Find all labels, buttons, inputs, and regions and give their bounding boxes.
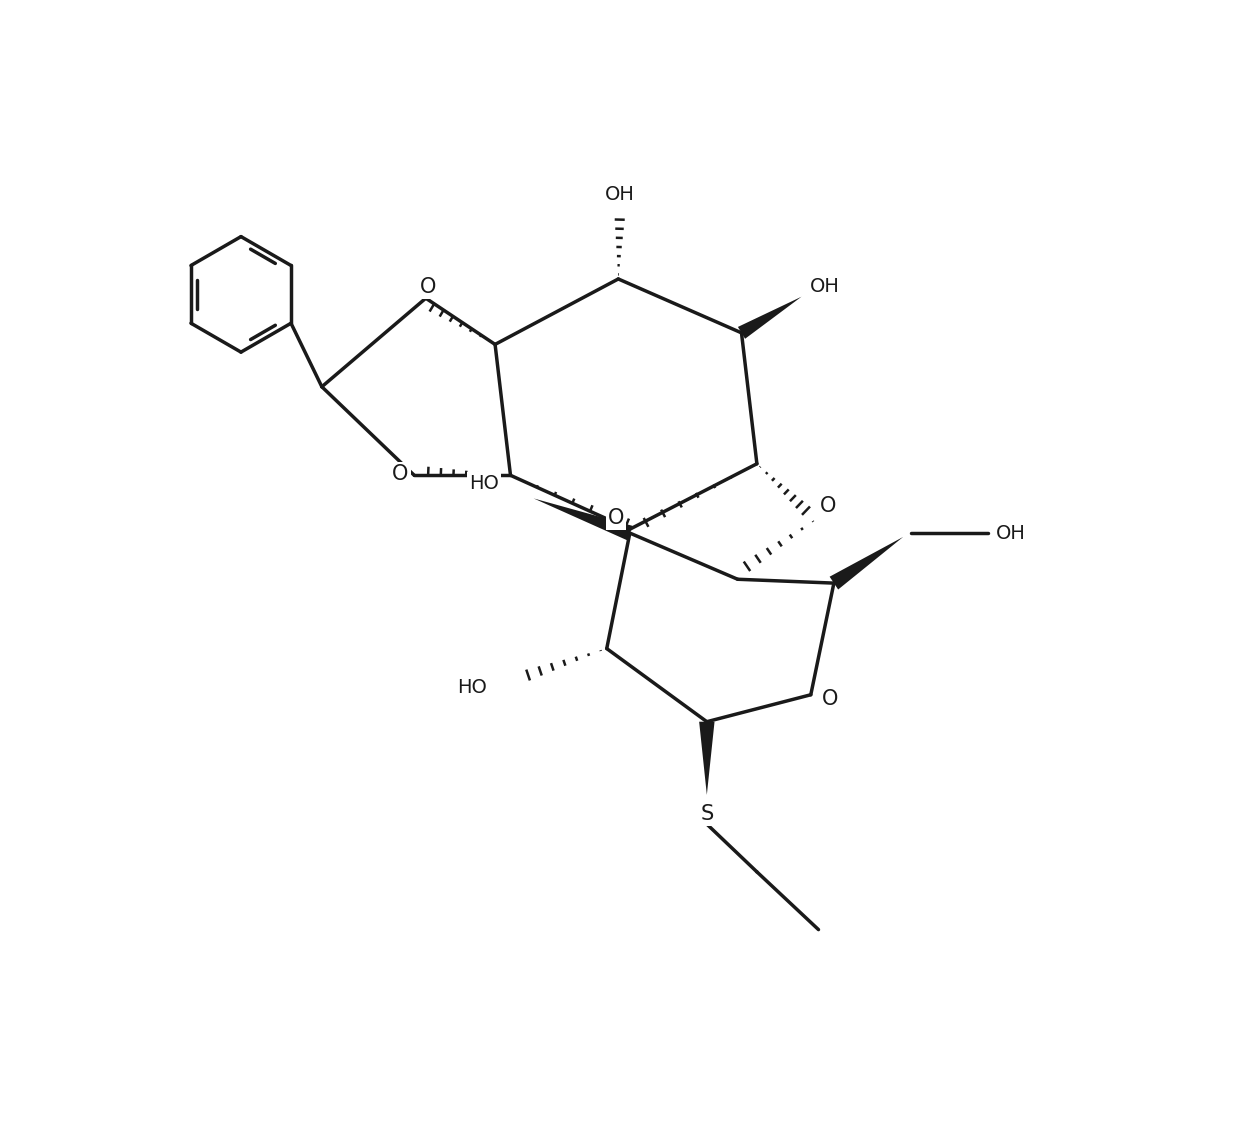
Text: O: O: [821, 689, 838, 708]
Polygon shape: [534, 499, 633, 540]
Text: OH: OH: [996, 524, 1026, 542]
Text: O: O: [608, 508, 624, 527]
Text: OH: OH: [605, 185, 634, 204]
Text: S: S: [700, 804, 713, 824]
Polygon shape: [830, 537, 903, 589]
Text: O: O: [392, 463, 408, 484]
Polygon shape: [739, 296, 801, 339]
Text: HO: HO: [457, 677, 487, 697]
Text: OH: OH: [810, 277, 839, 296]
Text: HO: HO: [468, 474, 499, 493]
Polygon shape: [700, 722, 715, 795]
Text: O: O: [820, 496, 836, 516]
Text: O: O: [420, 277, 436, 296]
